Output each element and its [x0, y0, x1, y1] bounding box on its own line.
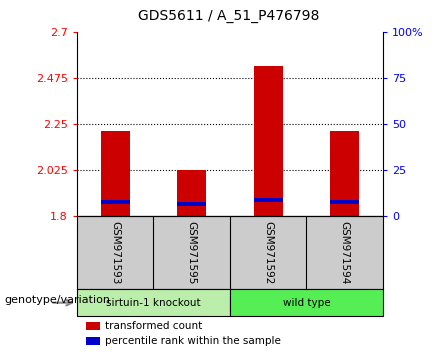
- Text: GDS5611 / A_51_P476798: GDS5611 / A_51_P476798: [138, 9, 319, 23]
- Bar: [330, 200, 359, 204]
- Text: GSM971594: GSM971594: [340, 221, 349, 284]
- Text: GSM971593: GSM971593: [110, 221, 120, 284]
- Bar: [101, 200, 130, 204]
- Text: genotype/variation: genotype/variation: [4, 295, 110, 305]
- Bar: [253, 198, 282, 202]
- Bar: [330, 131, 359, 216]
- Text: GSM971592: GSM971592: [263, 221, 273, 284]
- Bar: [86, 322, 100, 330]
- Text: percentile rank within the sample: percentile rank within the sample: [105, 336, 280, 346]
- Bar: [253, 65, 282, 216]
- Bar: [177, 202, 206, 206]
- Text: sirtuin-1 knockout: sirtuin-1 knockout: [106, 298, 201, 308]
- Bar: [86, 337, 100, 345]
- Bar: [77, 289, 230, 316]
- Bar: [177, 170, 206, 216]
- Bar: [230, 289, 383, 316]
- Bar: [101, 131, 130, 216]
- Text: GSM971595: GSM971595: [187, 221, 197, 284]
- Text: transformed count: transformed count: [105, 321, 202, 331]
- Text: wild type: wild type: [282, 298, 330, 308]
